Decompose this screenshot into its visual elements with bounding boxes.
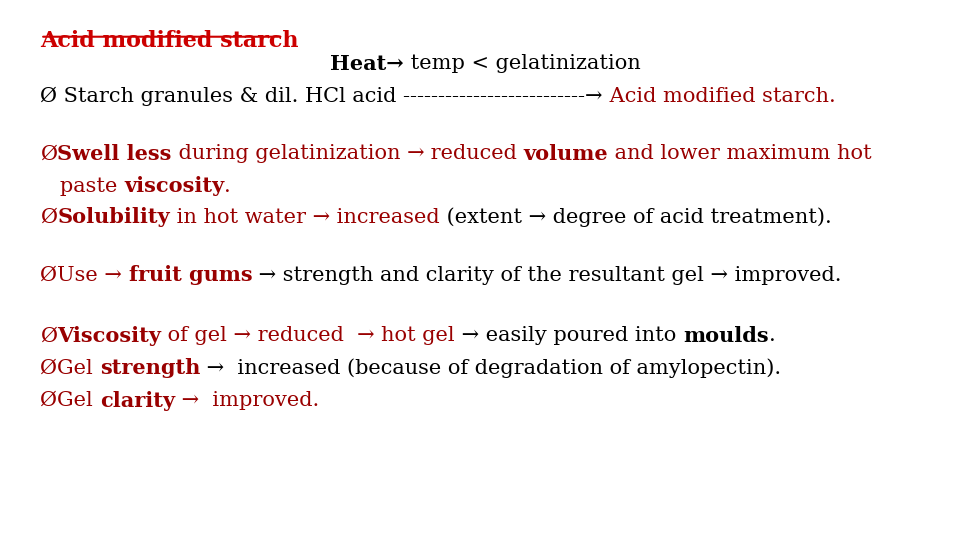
Text: during gelatinization →: during gelatinization →: [172, 144, 424, 164]
Text: paste: paste: [40, 177, 125, 196]
Text: of gel → reduced  →: of gel → reduced →: [161, 326, 381, 346]
Text: .: .: [769, 326, 776, 346]
Text: moulds: moulds: [683, 326, 769, 346]
Text: viscosity: viscosity: [125, 176, 225, 197]
Text: Viscosity: Viscosity: [58, 326, 161, 346]
Text: temp < gelatinization: temp < gelatinization: [404, 54, 641, 73]
Text: in hot water →: in hot water →: [170, 207, 330, 227]
Text: volume: volume: [524, 144, 609, 164]
Text: →  increased (because of degradation of amylopectin).: → increased (because of degradation of a…: [200, 359, 781, 378]
Text: Ø: Ø: [40, 326, 58, 346]
Text: increased: increased: [330, 207, 440, 227]
Text: Ø Starch granules & dil. HCl acid --------------------------→: Ø Starch granules & dil. HCl acid ------…: [40, 86, 603, 106]
Text: Swell less: Swell less: [58, 144, 172, 164]
Text: and lower maximum hot: and lower maximum hot: [609, 144, 872, 164]
Text: Solubility: Solubility: [58, 207, 170, 227]
Text: hot gel: hot gel: [381, 326, 455, 346]
Text: .: .: [225, 177, 231, 196]
Text: Heat→: Heat→: [40, 53, 404, 74]
Text: →  improved.: → improved.: [175, 391, 319, 410]
Text: → strength and clarity of the resultant gel → improved.: → strength and clarity of the resultant …: [252, 266, 842, 285]
Text: Ø: Ø: [40, 207, 58, 227]
Text: strength: strength: [100, 358, 200, 379]
Text: fruit gums: fruit gums: [129, 265, 252, 286]
Text: ØUse →: ØUse →: [40, 266, 129, 285]
Text: ØGel: ØGel: [40, 391, 100, 410]
Text: Acid modified starch.: Acid modified starch.: [603, 86, 835, 106]
Text: Ø: Ø: [40, 144, 58, 164]
Text: → easily poured into: → easily poured into: [455, 326, 683, 346]
Text: clarity: clarity: [100, 390, 175, 411]
Text: reduced: reduced: [424, 144, 524, 164]
Text: (extent → degree of acid treatment).: (extent → degree of acid treatment).: [440, 207, 831, 227]
Text: Acid modified starch: Acid modified starch: [40, 30, 299, 52]
Text: ØGel: ØGel: [40, 359, 100, 378]
